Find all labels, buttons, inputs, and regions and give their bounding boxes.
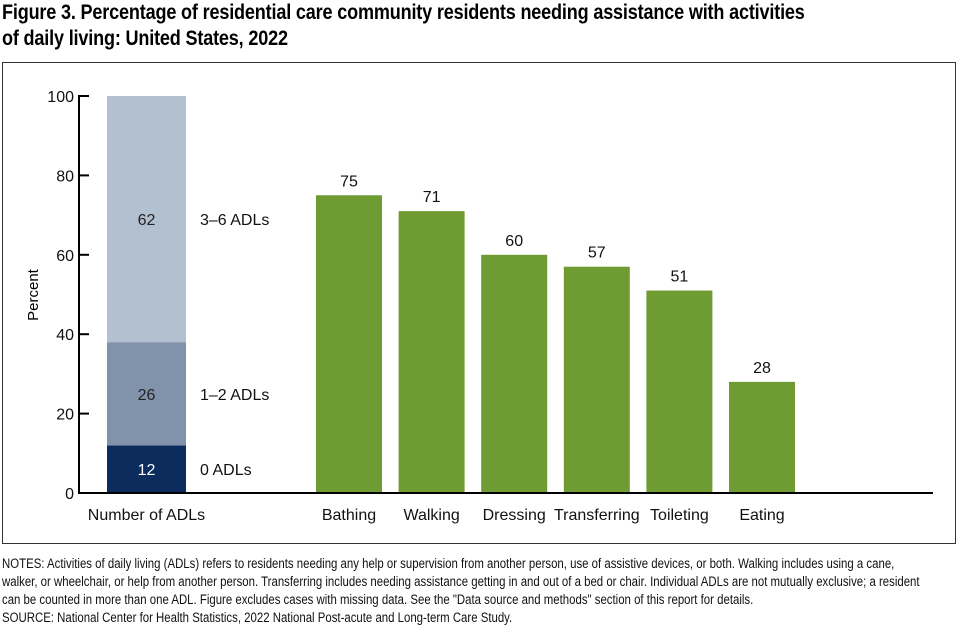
stack-series-label: 0 ADLs bbox=[200, 462, 252, 479]
data-label-dressing: 60 bbox=[505, 233, 523, 250]
y-tick-label: 80 bbox=[56, 168, 74, 185]
bar-dressing bbox=[481, 254, 548, 493]
y-tick-label: 40 bbox=[56, 327, 74, 344]
stack-series-label: 3–6 ADLs bbox=[200, 212, 269, 229]
data-label-toileting: 51 bbox=[671, 269, 689, 286]
source-text: SOURCE: National Center for Health Stati… bbox=[2, 610, 513, 625]
figure-title-line-2: of daily living: United States, 2022 bbox=[2, 27, 288, 50]
y-tick-label: 100 bbox=[47, 89, 74, 106]
bar-eating bbox=[729, 381, 795, 493]
x-tick-label-toileting: Toileting bbox=[650, 507, 709, 524]
notes-text: NOTES: Activities of daily living (ADLs)… bbox=[2, 556, 920, 607]
y-tick-label: 60 bbox=[56, 248, 74, 265]
notes-section: NOTES: Activities of daily living (ADLs)… bbox=[2, 555, 932, 627]
stack-value-label: 12 bbox=[138, 462, 156, 479]
bar-transferring bbox=[563, 266, 630, 493]
x-tick-label-transferring: Transferring bbox=[554, 507, 640, 524]
stack-segment-1-2-adls bbox=[107, 342, 186, 446]
bar-walking bbox=[398, 211, 465, 493]
stack-segment-3-6-adls bbox=[107, 96, 186, 343]
x-tick-label-dressing: Dressing bbox=[483, 507, 546, 524]
x-tick-label-eating: Eating bbox=[739, 507, 784, 524]
figure-title-line-1: Figure 3. Percentage of residential care… bbox=[2, 1, 805, 24]
y-tick-label: 20 bbox=[56, 407, 74, 424]
data-label-transferring: 57 bbox=[588, 245, 606, 262]
stack-value-label: 26 bbox=[138, 387, 156, 404]
data-label-bathing: 75 bbox=[340, 173, 358, 190]
axes: 0 20 40 60 80 100 bbox=[47, 89, 933, 503]
y-axis-label: Percent bbox=[25, 268, 42, 321]
stacked-bar-group: 12 0 ADLs 26 1–2 ADLs 62 3–6 ADLs Number of AD… bbox=[88, 96, 269, 524]
bar-bathing bbox=[316, 195, 382, 493]
chart: 12 0 ADLs 26 1–2 ADLs 62 3–6 ADLs Number of AD… bbox=[25, 89, 933, 524]
bar-toileting bbox=[646, 290, 713, 493]
figure-title: Figure 3. Percentage of residential care… bbox=[2, 0, 957, 52]
data-label-walking: 71 bbox=[423, 189, 441, 206]
x-tick-label-bathing: Bathing bbox=[322, 507, 376, 524]
activity-bars-group: 75 Bathing 71 Walking 60 Dressing 57 Transferri… bbox=[316, 173, 795, 524]
x-tick-label-number-of-adls: Number of ADLs bbox=[88, 507, 205, 524]
stack-value-label: 62 bbox=[138, 212, 156, 229]
chart-frame bbox=[2, 62, 956, 544]
data-label-eating: 28 bbox=[753, 360, 771, 377]
stack-segment-0-adls bbox=[107, 445, 186, 493]
x-tick-label-walking: Walking bbox=[403, 507, 459, 524]
y-tick-label: 0 bbox=[65, 486, 74, 503]
stack-series-label: 1–2 ADLs bbox=[200, 387, 269, 404]
